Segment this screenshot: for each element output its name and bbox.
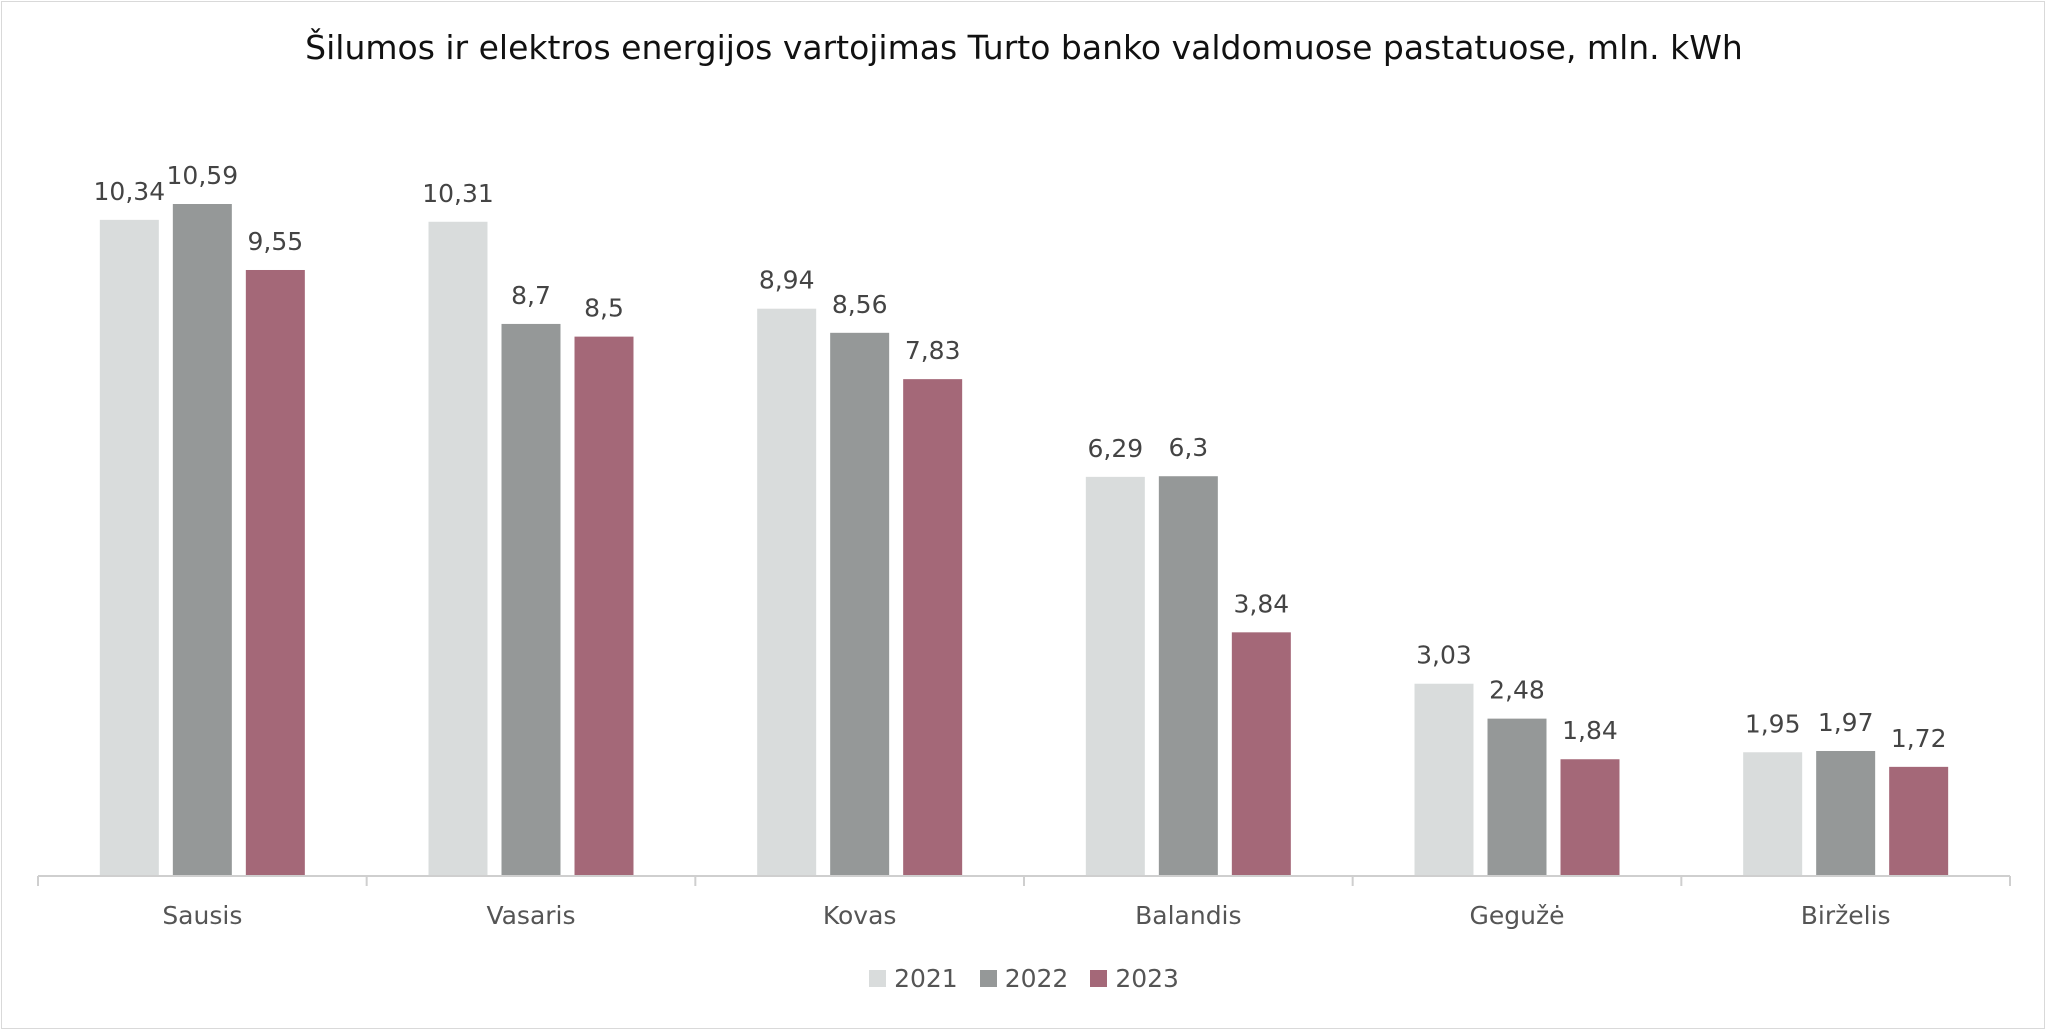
x-tick-label: Vasaris [486, 901, 575, 930]
data-label: 7,83 [905, 336, 961, 365]
data-label: 8,7 [511, 281, 551, 310]
legend-item-2022: 2022 [979, 964, 1069, 993]
legend-label: 2021 [894, 964, 958, 993]
data-label: 10,31 [422, 179, 494, 208]
bar-2022-Vasaris [501, 323, 561, 876]
legend-label: 2023 [1115, 964, 1179, 993]
data-label: 6,3 [1168, 433, 1208, 462]
bar-2023-Vasaris [574, 336, 634, 876]
data-label: 2,48 [1489, 676, 1545, 705]
bar-2023-Birželis [1889, 766, 1949, 876]
data-label: 9,55 [247, 227, 303, 256]
bar-2021-Sausis [99, 219, 159, 877]
data-label: 8,56 [832, 290, 888, 319]
legend: 2021 2022 2023 [0, 964, 2048, 993]
data-label: 10,34 [94, 177, 166, 206]
data-label: 10,59 [167, 161, 239, 190]
data-label: 3,84 [1233, 589, 1289, 618]
bar-2023-Balandis [1231, 632, 1291, 876]
bar-2022-Balandis [1158, 476, 1218, 876]
x-tick-label: Birželis [1801, 901, 1891, 930]
bar-2023-Gegužė [1560, 759, 1620, 876]
bar-2021-Balandis [1085, 476, 1145, 876]
bar-2021-Vasaris [428, 221, 488, 876]
legend-item-2023: 2023 [1090, 964, 1179, 993]
bar-2022-Gegužė [1487, 718, 1547, 876]
data-label: 8,94 [759, 266, 815, 295]
legend-label: 2022 [1004, 964, 1069, 993]
bar-2021-Kovas [757, 308, 817, 877]
bar-2021-Gegužė [1414, 683, 1474, 876]
legend-item-2021: 2021 [869, 964, 958, 993]
bar-2023-Kovas [903, 379, 963, 876]
data-label: 1,95 [1745, 709, 1801, 738]
x-tick-label: Gegužė [1470, 901, 1565, 930]
chart-title: Šilumos ir elektros energijos vartojimas… [305, 28, 1743, 67]
data-label: 3,03 [1416, 641, 1472, 670]
legend-swatch [869, 970, 887, 987]
data-label: 1,97 [1818, 708, 1874, 737]
data-label: 6,29 [1087, 434, 1143, 463]
legend-swatch [1090, 970, 1108, 987]
data-label: 1,84 [1562, 716, 1618, 745]
x-tick-label: Sausis [162, 901, 242, 930]
bar-2023-Sausis [245, 269, 305, 876]
data-label: 1,72 [1891, 724, 1947, 753]
data-label: 8,5 [584, 294, 624, 323]
bar-2022-Kovas [830, 332, 890, 876]
bar-2022-Birželis [1816, 750, 1876, 876]
bar-2021-Birželis [1743, 752, 1803, 876]
legend-swatch [979, 970, 997, 987]
x-tick-label: Kovas [823, 901, 897, 930]
bar-2022-Sausis [172, 204, 232, 876]
x-tick-label: Balandis [1135, 901, 1241, 930]
